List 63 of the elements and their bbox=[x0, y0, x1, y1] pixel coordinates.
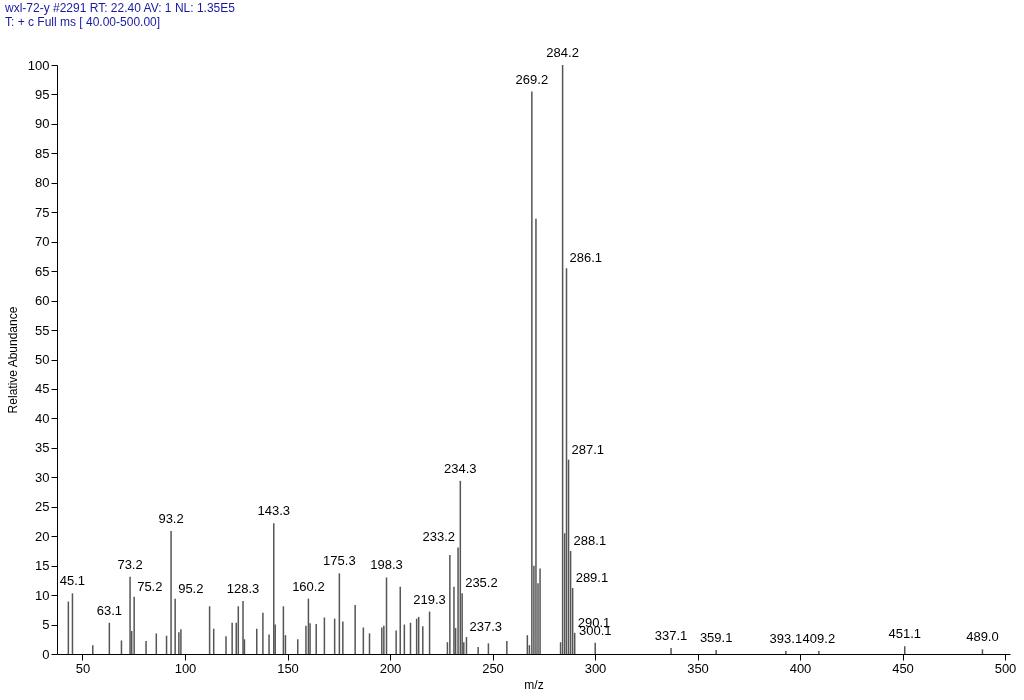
annotation: 337.1 bbox=[654, 628, 688, 644]
x-tick-label: 200 bbox=[379, 660, 402, 676]
y-tick-label: 10 bbox=[35, 587, 50, 603]
y-tick-label: 40 bbox=[35, 410, 50, 426]
y-tick-label: 75 bbox=[35, 204, 50, 220]
annotation: 63.1 bbox=[96, 602, 123, 618]
annotation: 219.3 bbox=[413, 591, 446, 607]
y-tick-label: 65 bbox=[35, 263, 50, 279]
annotation: 237.3 bbox=[469, 618, 503, 634]
x-tick-label: 150 bbox=[277, 660, 299, 676]
y-tick-label: 70 bbox=[35, 234, 50, 250]
annotation: 198.3 bbox=[370, 557, 403, 573]
annotation: 489.0 bbox=[966, 629, 999, 645]
annotation: 269.2 bbox=[515, 71, 549, 87]
y-tick-label: 25 bbox=[35, 499, 50, 515]
y-tick-label: 30 bbox=[35, 469, 50, 485]
annotation: 160.2 bbox=[292, 578, 325, 594]
y-tick-label: 80 bbox=[35, 175, 50, 191]
annotation: 93.2 bbox=[158, 510, 184, 526]
annotation: 233.2 bbox=[422, 529, 456, 545]
annotation: 235.2 bbox=[465, 575, 498, 591]
annotation: 393.1 bbox=[769, 631, 803, 647]
annotation: 75.2 bbox=[137, 578, 163, 594]
annotation: 284.2 bbox=[546, 45, 579, 60]
annotation: 409.2 bbox=[802, 631, 836, 647]
chart-title: wxl-72-y #2291 RT: 22.40 AV: 1 NL: 1.35E5 bbox=[4, 1, 236, 15]
y-tick-label: 15 bbox=[35, 558, 50, 574]
y-tick-label: 5 bbox=[42, 617, 50, 633]
y-tick-label: 55 bbox=[35, 322, 50, 338]
y-tick-label: 45 bbox=[35, 381, 50, 397]
annotation: 289.1 bbox=[575, 570, 609, 586]
annotation: 287.1 bbox=[571, 441, 605, 457]
annotation: 128.3 bbox=[226, 580, 260, 596]
annotation: 73.2 bbox=[117, 556, 143, 572]
x-tick-label: 500 bbox=[994, 660, 1017, 676]
annotation: 95.2 bbox=[178, 580, 204, 596]
y-tick-label: 90 bbox=[35, 116, 50, 132]
x-tick-label: 300 bbox=[584, 660, 607, 676]
annotation: 143.3 bbox=[257, 503, 291, 519]
y-tick-label: 100 bbox=[27, 57, 50, 73]
y-axis-title: Relative Abundance bbox=[5, 306, 20, 414]
x-tick-label: 450 bbox=[892, 660, 914, 676]
x-tick-label: 350 bbox=[687, 660, 709, 676]
chart-subtitle: T: + c Full ms [ 40.00-500.00] bbox=[5, 15, 161, 29]
annotation: 286.1 bbox=[569, 250, 603, 266]
annotation: 359.1 bbox=[699, 629, 733, 645]
y-tick-label: 95 bbox=[35, 86, 50, 102]
annotation: 175.3 bbox=[323, 553, 356, 569]
y-tick-label: 85 bbox=[35, 145, 50, 161]
y-tick-label: 20 bbox=[35, 528, 50, 544]
y-tick-label: 60 bbox=[35, 293, 50, 309]
x-axis-title: m/z bbox=[524, 677, 544, 692]
annotation: 451.1 bbox=[888, 626, 922, 642]
x-tick-label: 100 bbox=[174, 660, 197, 676]
x-tick-label: 50 bbox=[75, 660, 91, 676]
annotation: 234.3 bbox=[444, 460, 477, 476]
y-tick-label: 0 bbox=[42, 646, 50, 662]
annotation: 288.1 bbox=[573, 532, 607, 548]
y-tick-label: 35 bbox=[35, 440, 50, 456]
x-tick-label: 250 bbox=[482, 660, 504, 676]
y-tick-label: 50 bbox=[35, 352, 50, 367]
x-tick-label: 400 bbox=[789, 660, 812, 676]
annotation: 45.1 bbox=[59, 573, 86, 589]
